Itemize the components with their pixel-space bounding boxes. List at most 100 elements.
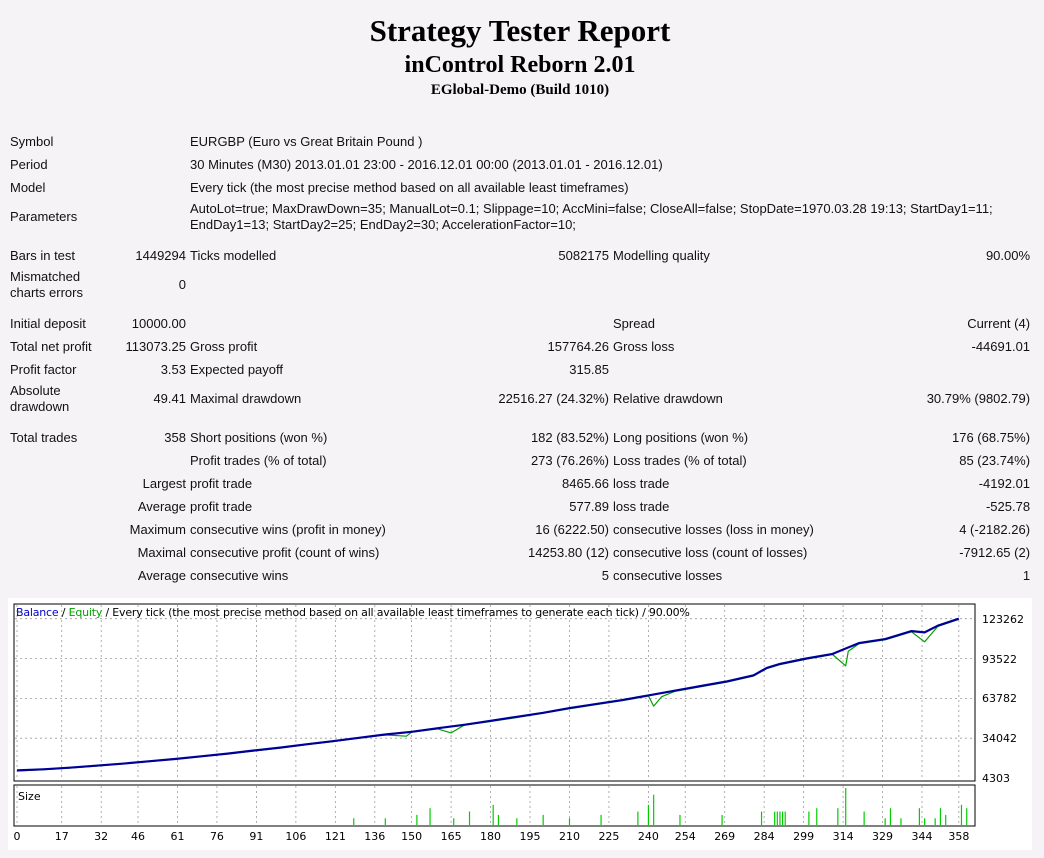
balance-chart: Balance / Equity / Every tick (the most … [8,598,1032,850]
parameters-label: Parameters [10,209,78,224]
net-profit-value: 113073.25 [125,338,187,354]
average-loss-value: -525.78 [985,498,1031,514]
y-tick-label: 63782 [982,692,1017,706]
parameters-value: AutoLot=true; MaxDrawDown=35; ManualLot=… [190,201,993,232]
maximal-cons-profit-label: consecutive profit (count of wins) [190,544,380,560]
x-tick-label: 46 [131,830,146,843]
y-tick-label: 123262 [982,612,1024,626]
period-value: 30 Minutes (M30) 2013.01.01 23:00 - 2016… [190,156,663,172]
series-line-balance [16,617,960,772]
quality-label: Modelling quality [613,247,710,263]
x-tick-label: 0 [13,830,21,843]
maximal-cons-profit-value: 14253.80 (12) [528,544,609,560]
avg-cons-losses-label: consecutive losses [613,567,723,583]
deposit-row: Initial deposit 10000.00 Spread Current … [8,312,1032,335]
y-tick-label: 4303 [982,772,1010,785]
profit-factor-label: Profit factor [10,361,77,377]
main-plot-frame [13,603,976,782]
maximum-label: Maximum [129,521,186,537]
profit-trades-value: 273 (76.26%) [530,452,609,468]
expected-payoff-value: 315.85 [569,361,609,377]
server-name: EGlobal-Demo (Build 1010) [430,82,610,98]
avg-cons-wins-value: 5 [601,567,609,583]
maximal-label: Maximal [137,544,186,560]
x-tick-label: 299 [793,830,815,843]
profit-trades-label: Profit trades (% of total) [190,452,327,468]
bars-label: Bars in test [10,247,76,263]
gross-loss-label: Gross loss [613,338,675,354]
symbol-value: EURGBP (Euro vs Great Britain Pound ) [190,133,423,149]
rel-drawdown-value: 30.79% (9802.79) [926,391,1031,406]
mismatch-row: Mismatched charts errors 0 [8,267,1032,303]
x-tick-label: 195 [519,830,541,843]
spread-label: Spread [613,315,655,331]
expected-payoff-label: Expected payoff [190,361,283,377]
total-trades-label: Total trades [10,429,78,445]
x-tick-label: 344 [911,830,933,843]
symbol-label: Symbol [10,133,54,149]
loss-trades-label: Loss trades (% of total) [613,452,747,468]
maximal-cons-loss-label: consecutive loss (count of losses) [613,544,808,560]
x-tick-label: 314 [832,830,854,843]
x-tick-label: 150 [401,830,423,843]
largest-loss-label: loss trade [613,475,670,491]
chart-legend: Balance / Equity / Every tick (the most … [16,606,690,619]
x-tick-label: 254 [674,830,696,843]
initial-deposit-label: Initial deposit [10,315,86,331]
x-tick-label: 284 [753,830,775,843]
expert-name: inControl Reborn 2.01 [404,52,636,78]
profit-trades-row: Profit trades (% of total) 273 (76.26%) … [8,449,1032,472]
largest-loss-value: -4192.01 [978,475,1031,491]
x-tick-label: 91 [249,830,264,843]
model-label: Model [10,179,46,195]
size-label: Size [18,790,41,803]
legend-balance: Balance [16,606,59,619]
x-tick-label: 76 [209,830,224,843]
x-tick-label: 210 [558,830,580,843]
x-tick-label: 358 [948,830,970,843]
max-cons-losses-label: consecutive losses (loss in money) [613,521,814,537]
largest-label: Largest [142,475,186,491]
average-profit-label: profit trade [190,498,253,514]
max-cons-losses-value: 4 (-2182.26) [959,521,1031,537]
mismatch-value: 0 [178,277,186,292]
loss-trades-value: 85 (23.74%) [959,452,1031,468]
maximum-row: Maximum consecutive wins (profit in mone… [8,518,1032,541]
x-tick-label: 165 [440,830,462,843]
gross-profit-value: 157764.26 [547,338,609,354]
largest-profit-label: profit trade [190,475,253,491]
mismatch-label: Mismatched charts errors [10,269,83,300]
max-cons-wins-label: consecutive wins (profit in money) [190,521,386,537]
parameters-row: Parameters AutoLot=true; MaxDrawDown=35;… [8,199,1032,235]
x-tick-label: 106 [285,830,307,843]
x-tick-label: 225 [598,830,620,843]
drawdown-row: Absolute drawdown 49.41 Maximal drawdown… [8,381,1032,417]
legend-equity: Equity [68,606,103,619]
model-value: Every tick (the most precise method base… [190,179,629,195]
report-title: Strategy Tester Report [369,13,671,48]
quality-value: 90.00% [985,247,1031,263]
initial-deposit-value: 10000.00 [131,315,186,331]
x-tick-label: 61 [170,830,185,843]
maximal-cons-loss-value: -7912.65 (2) [959,544,1031,560]
gross-loss-value: -44691.01 [971,338,1031,354]
x-tick-label: 121 [324,830,346,843]
avg-cons-wins-label: consecutive wins [190,567,289,583]
bars-value: 1449294 [135,247,186,263]
factor-row: Profit factor 3.53 Expected payoff 315.8… [8,358,1032,381]
avg-cons-losses-value: 1 [1022,567,1031,583]
model-row: Model Every tick (the most precise metho… [8,176,1032,199]
bars-row: Bars in test 1449294 Ticks modelled 5082… [8,244,1032,267]
period-label: Period [10,156,48,172]
average-loss-label: loss trade [613,498,670,514]
legend-separator: / [58,606,69,619]
profit-row: Total net profit 113073.25 Gross profit … [8,335,1032,358]
report-table: Symbol EURGBP (Euro vs Great Britain Pou… [8,130,1032,587]
max-drawdown-value: 22516.27 (24.32%) [498,391,609,406]
symbol-row: Symbol EURGBP (Euro vs Great Britain Pou… [8,130,1032,153]
x-tick-label: 32 [94,830,109,843]
y-tick-label: 93522 [982,652,1017,666]
net-profit-label: Total net profit [10,338,92,354]
legend-description: / Every tick (the most precise method ba… [102,606,690,619]
spread-value: Current (4) [967,315,1031,331]
